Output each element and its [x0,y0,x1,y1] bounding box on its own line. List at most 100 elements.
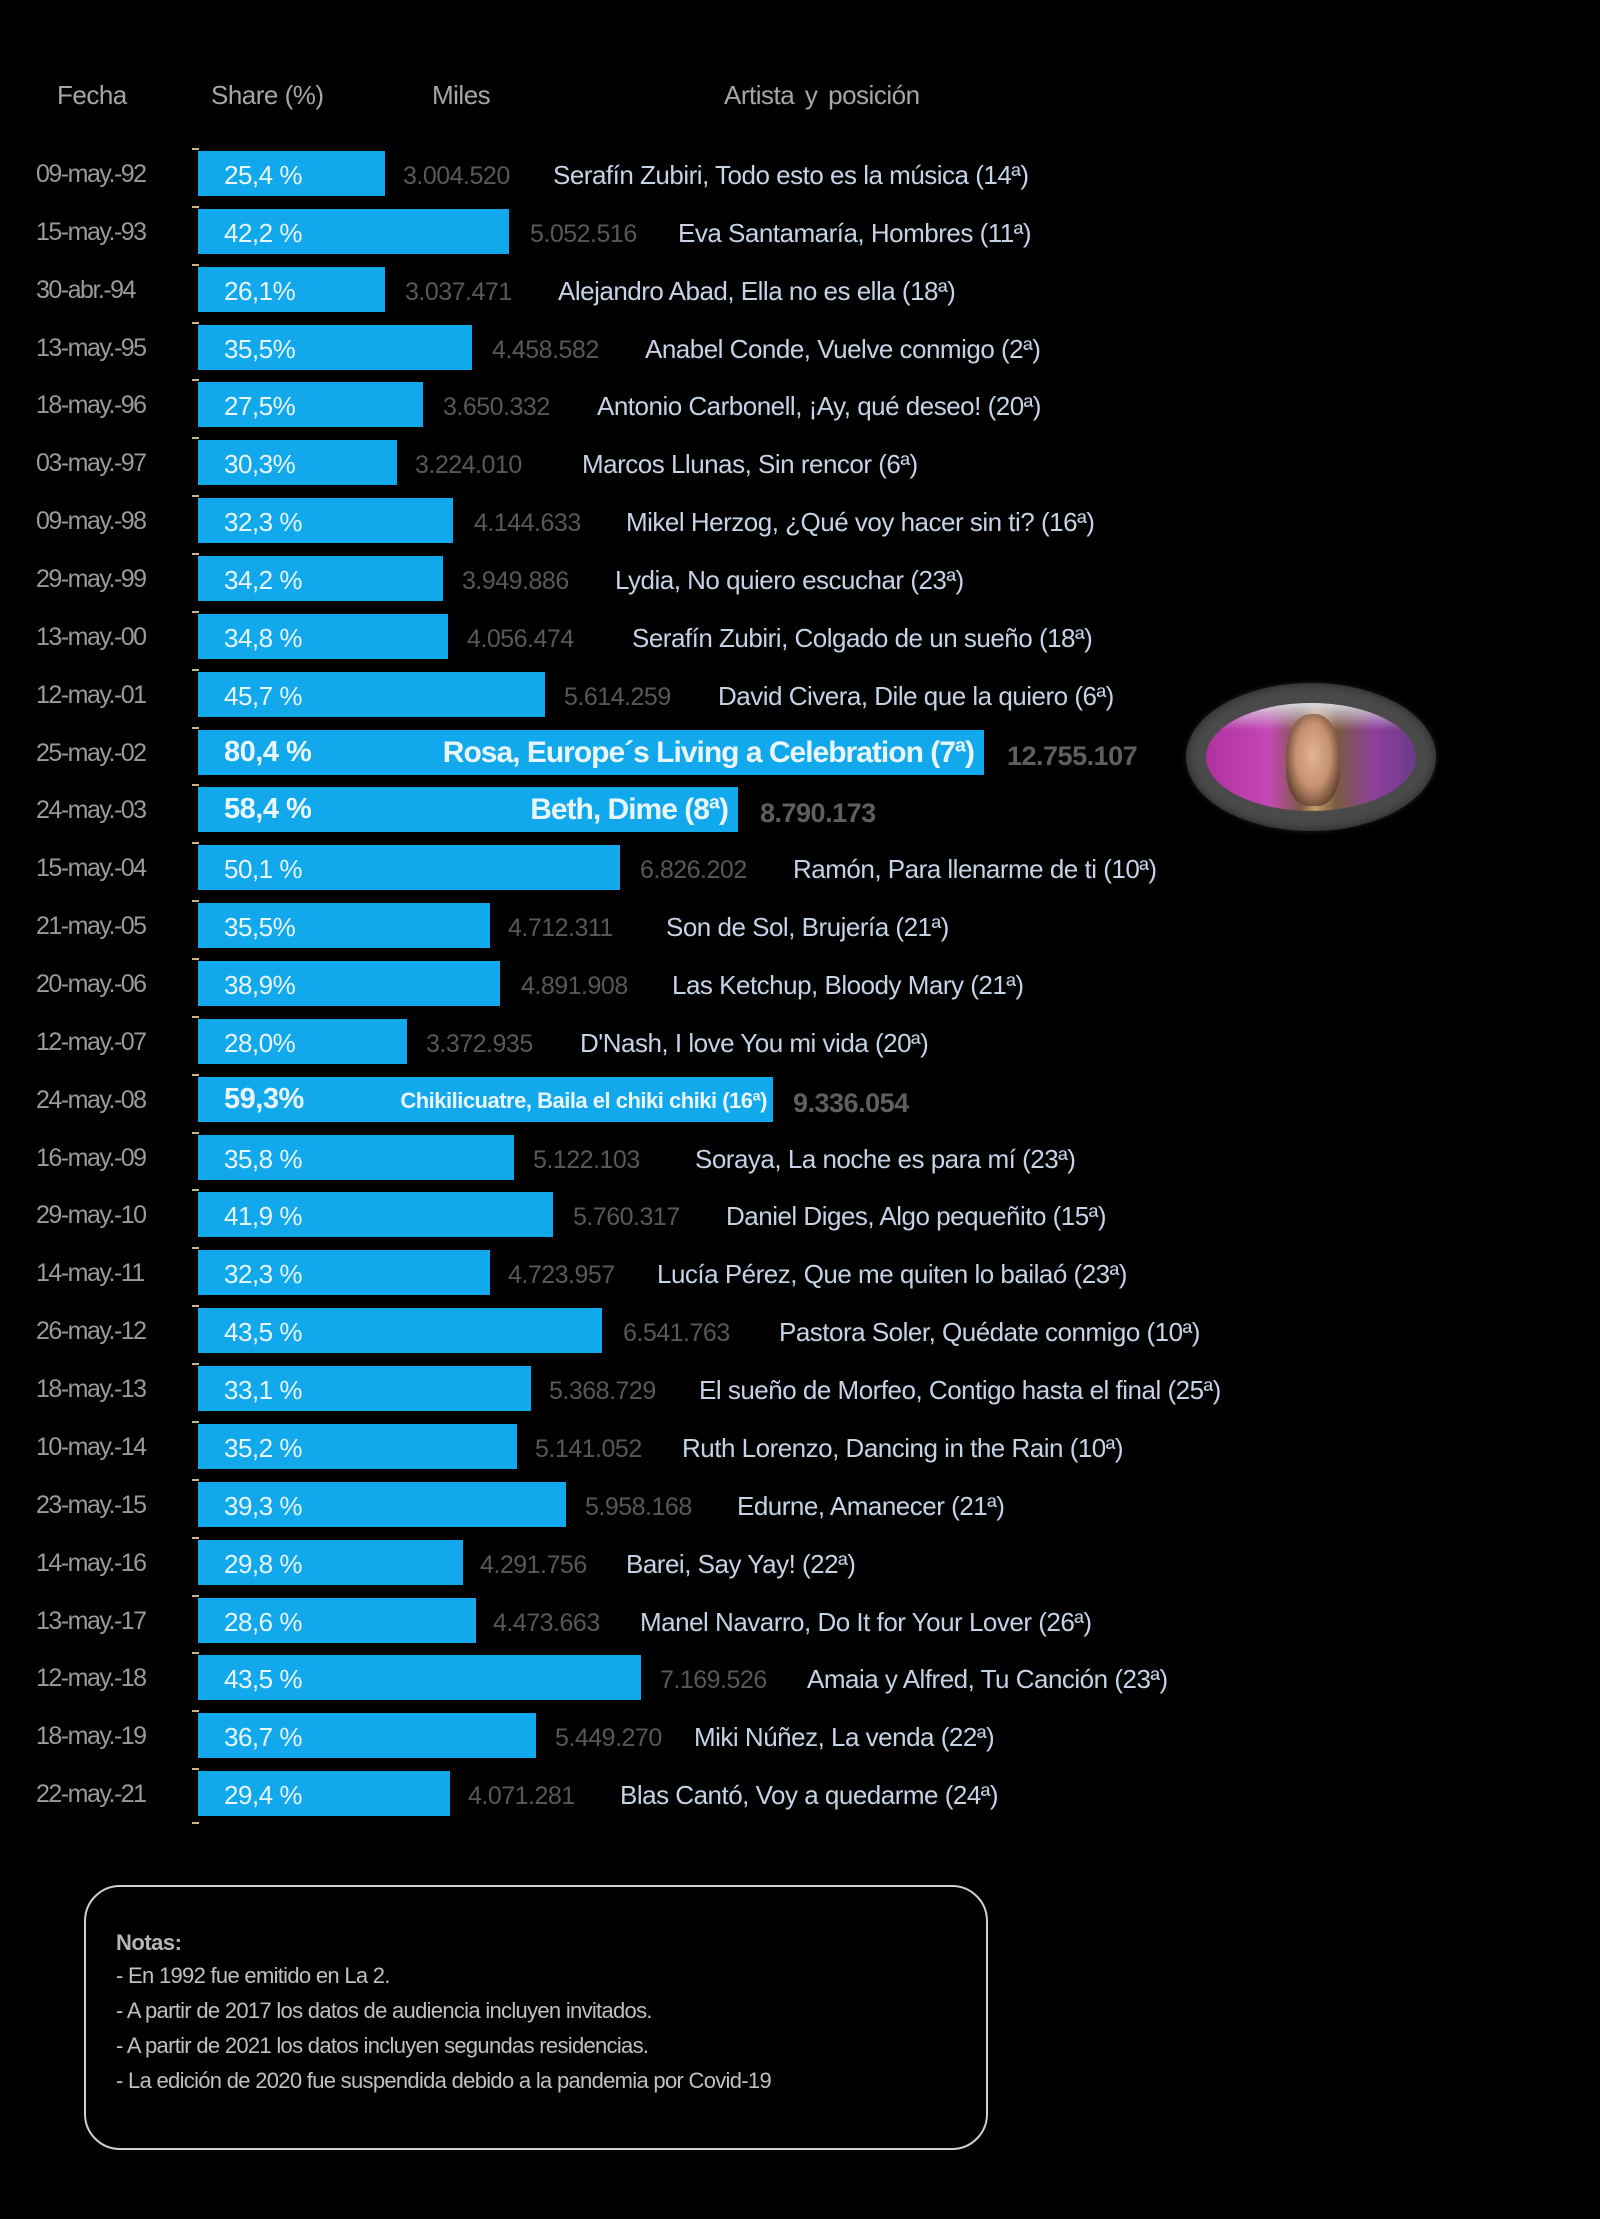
miles-value: 5.760.317 [573,1203,680,1231]
share-bar: 38,9% [198,961,500,1006]
share-bar: 27,5% [198,382,423,427]
share-bar: 35,5% [198,903,490,948]
row-date: 18-may.-13 [36,1375,147,1403]
axis-tick [192,148,199,150]
table-row: 29-may.-99 34,2 % 3.949.886 Lydia, No quier… [0,553,1600,611]
axis-tick [192,1421,199,1423]
axis-tick [192,1710,199,1712]
notes-box: Notas: - En 1992 fue emitido en La 2. - … [84,1885,988,2150]
row-date: 09-may.-98 [36,507,147,535]
artist-label: Blas Cantó, Voy a quedarme (24ª) [620,1780,999,1810]
rosa-photo [1186,683,1436,831]
share-bar: 29,4 % [198,1771,450,1816]
axis-tick [192,322,199,324]
share-bar: 43,5 % [198,1655,641,1700]
axis-tick [192,784,199,786]
share-bar: 29,8 % [198,1540,463,1585]
share-bar: 32,3 % [198,498,453,543]
row-date: 23-may.-15 [36,1491,147,1519]
share-bar: 43,5 % [198,1308,602,1353]
axis-tick [192,206,199,208]
share-value: 45,7 % [224,681,302,711]
axis-tick [192,1652,199,1654]
table-row: 12-may.-01 45,7 % 5.614.259 David Civera, D… [0,669,1600,727]
axis-tick [192,1305,199,1307]
axis-tick [192,264,199,266]
table-row: 26-may.-12 43,5 % 6.541.763 Pastora Soler, … [0,1305,1600,1363]
axis-tick [192,1016,199,1018]
artist-label: Edurne, Amanecer (21ª) [737,1491,1005,1521]
note-item: - A partir de 2017 los datos de audienci… [116,1998,652,2023]
artist-label: Manel Navarro, Do It for Your Lover (26ª… [640,1607,1092,1637]
miles-value: 5.368.729 [549,1377,656,1405]
table-row: 18-may.-96 27,5% 3.650.332 Antonio Carbonel… [0,379,1600,437]
table-row: 15-may.-04 50,1 % 6.826.202 Ramón, Para lle… [0,842,1600,900]
share-value: 28,6 % [224,1607,302,1637]
row-date: 03-may.-97 [36,449,147,477]
note-item: - En 1992 fue emitido en La 2. [116,1963,390,1988]
artist-label: Pastora Soler, Quédate conmigo (10ª) [779,1317,1200,1347]
row-date: 15-may.-04 [36,854,147,882]
share-bar: 45,7 % [198,672,545,717]
axis-tick [192,900,199,902]
artist-label: Barei, Say Yay! (22ª) [626,1549,856,1579]
axis-tick [192,1822,199,1824]
table-row: 13-may.-00 34,8 % 4.056.474 Serafín Zubiri,… [0,611,1600,669]
share-value: 59,3% [224,1083,304,1115]
share-value: 34,8 % [224,623,302,653]
row-date: 25-may.-02 [36,739,147,767]
miles-value: 7.169.526 [660,1666,767,1694]
artist-label: Ruth Lorenzo, Dancing in the Rain (10ª) [682,1433,1124,1463]
share-value: 50,1 % [224,854,302,884]
header-fecha: Fecha [57,80,127,110]
axis-tick [192,1537,199,1539]
table-row: 20-may.-06 38,9% 4.891.908 Las Ketchup, Blo… [0,958,1600,1016]
share-value: 80,4 % [224,736,312,768]
axis-tick [192,669,199,671]
miles-value: 4.144.633 [474,509,581,537]
row-date: 20-may.-06 [36,970,147,998]
share-bar: 28,6 % [198,1598,476,1643]
artist-label: Eva Santamaría, Hombres (11ª) [678,218,1032,248]
share-bar: 80,4 % Rosa, Europe´s Living a Celebratio… [198,730,984,775]
header-share: Share (%) [211,80,324,110]
share-value: 32,3 % [224,1259,302,1289]
row-date: 29-may.-10 [36,1201,147,1229]
row-date: 15-may.-93 [36,218,147,246]
notes-title: Notas: [116,1930,182,1955]
axis-tick [192,495,199,497]
share-value: 35,5% [224,912,296,942]
share-bar: 30,3% [198,440,397,485]
row-date: 09-may.-92 [36,160,147,188]
table-row: 18-may.-13 33,1 % 5.368.729 El sueño de Mor… [0,1363,1600,1421]
row-date: 13-may.-17 [36,1607,147,1635]
share-value: 35,8 % [224,1144,302,1174]
table-row: 03-may.-97 30,3% 3.224.010 Marcos Llunas, S… [0,437,1600,495]
miles-value: 3.650.332 [443,393,550,421]
axis-tick [192,842,199,844]
row-date: 29-may.-99 [36,565,147,593]
miles-value: 4.473.663 [493,1609,600,1637]
miles-value: 6.541.763 [623,1319,730,1347]
axis-tick [192,379,199,381]
share-value: 43,5 % [224,1664,302,1694]
artist-label: Son de Sol, Brujería (21ª) [666,912,949,942]
share-value: 29,8 % [224,1549,302,1579]
share-bar: 26,1% [198,267,385,312]
share-bar: 36,7 % [198,1713,536,1758]
axis-tick [192,553,199,555]
share-value: 34,2 % [224,565,302,595]
axis-tick [192,437,199,439]
artist-label: El sueño de Morfeo, Contigo hasta el fin… [699,1375,1221,1405]
miles-value: 4.723.957 [508,1261,615,1289]
photo-image [1206,703,1416,811]
artist-label: David Civera, Dile que la quiero (6ª) [718,681,1114,711]
axis-tick [192,727,199,729]
axis-tick [192,1595,199,1597]
miles-value: 5.141.052 [535,1435,642,1463]
row-date: 24-may.-03 [36,796,147,824]
share-value: 25,4 % [224,160,302,190]
row-date: 14-may.-16 [36,1549,147,1577]
share-bar: 41,9 % [198,1192,553,1237]
singer-face [1285,713,1341,806]
